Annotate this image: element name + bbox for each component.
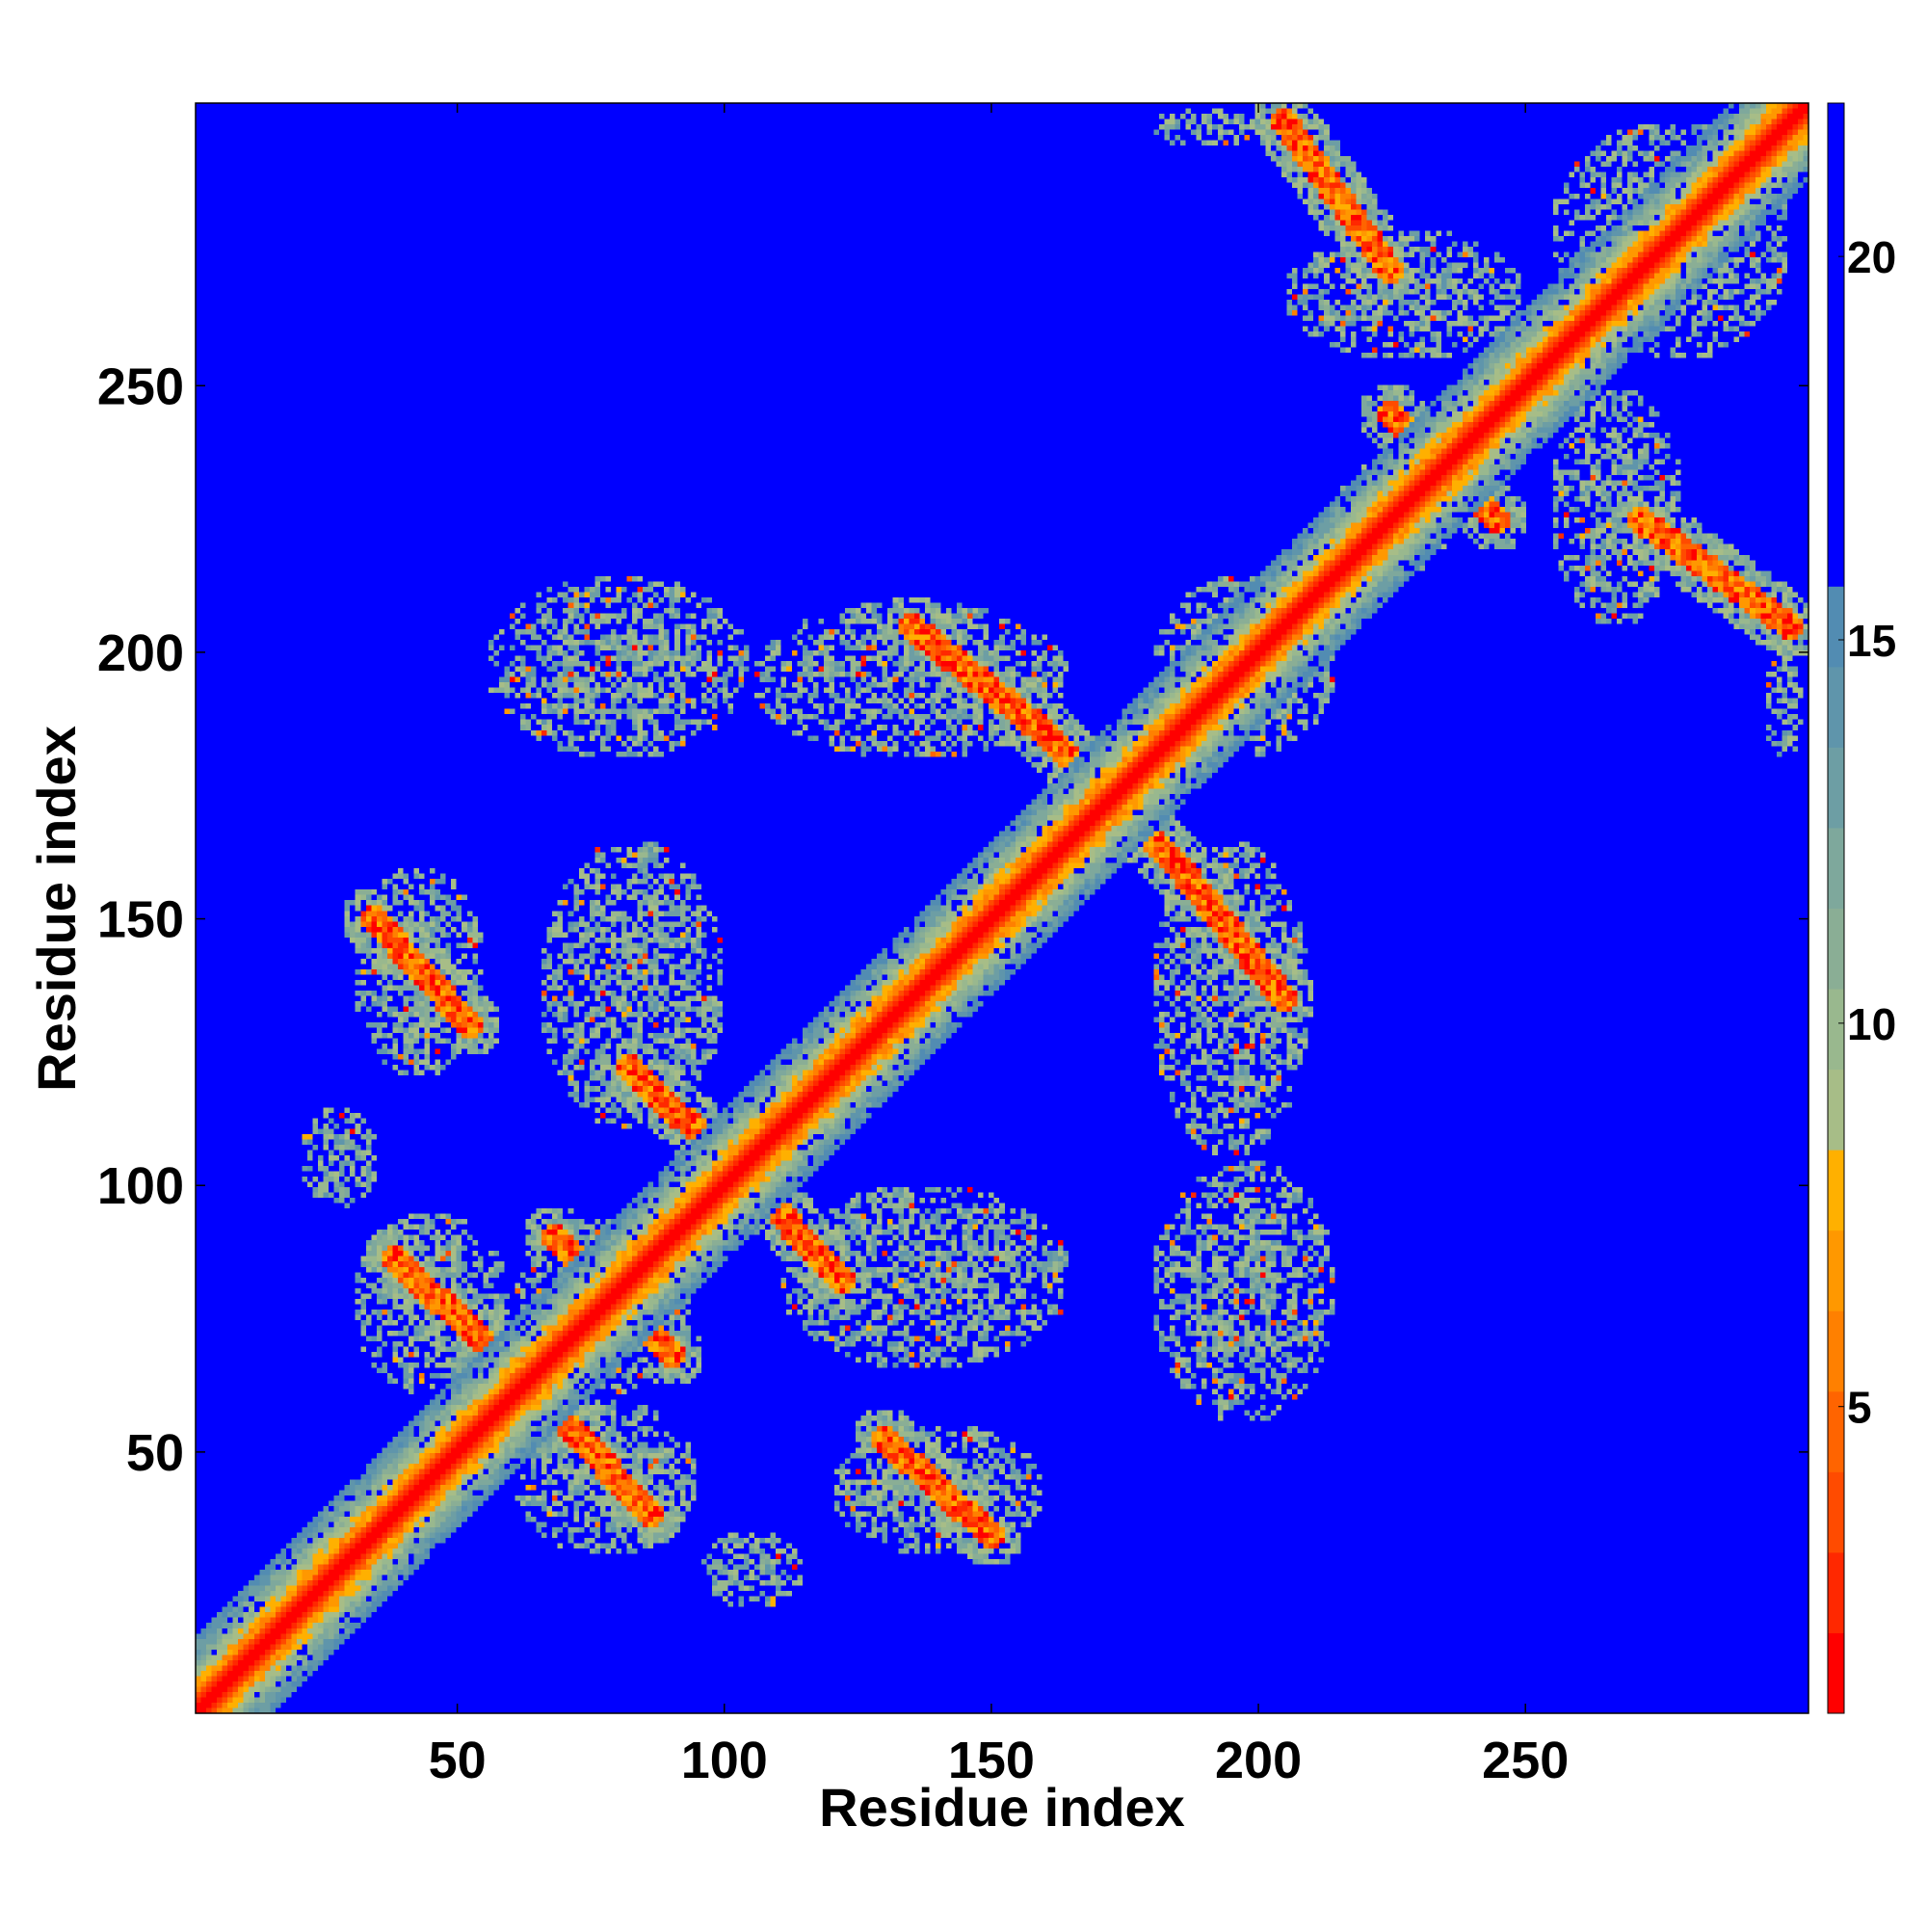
colorbar-segment: [1828, 1069, 1844, 1151]
colorbar: 5 10 15 20: [1827, 102, 1896, 1714]
colorbar-tick-label: 15: [1847, 616, 1896, 666]
colorbar-tick-label: 5: [1847, 1383, 1872, 1433]
plot-frame: [195, 102, 1809, 1714]
colorbar-tick-label: 20: [1847, 232, 1896, 282]
x-tick-label: 50: [429, 1732, 487, 1789]
colorbar-segment: [1828, 1632, 1844, 1714]
y-axis-label: Residue index: [26, 726, 87, 1092]
x-tick-label: 100: [681, 1732, 768, 1789]
heatmap-image: [196, 103, 1808, 1713]
colorbar-segment: [1828, 747, 1844, 829]
colorbar-segment: [1828, 1471, 1844, 1553]
colorbar-segment: [1828, 1230, 1844, 1311]
y-tick-label: 250: [97, 357, 184, 415]
y-tick-label: 150: [97, 891, 184, 949]
colorbar-segment: [1828, 908, 1844, 990]
colorbar-tick-label: 10: [1847, 999, 1896, 1049]
axes: 50 100 150 200 250 50 100 150 200 250: [97, 102, 1809, 1789]
colorbar-segment: [1828, 666, 1844, 748]
x-tick-label: 150: [948, 1732, 1035, 1789]
colorbar-segment: [1828, 586, 1844, 668]
x-tick-label: 200: [1215, 1732, 1302, 1789]
colorbar-segment: [1828, 1150, 1844, 1231]
colorbar-segment: [1828, 1310, 1844, 1392]
colorbar-frame: [1827, 102, 1845, 1714]
colorbar-segment: [1828, 103, 1844, 587]
colorbar-segment: [1828, 827, 1844, 909]
heatmap-plot-area: [196, 103, 1808, 1713]
colorbar-segment: [1828, 989, 1844, 1071]
y-tick-label: 100: [97, 1157, 184, 1215]
y-tick-label: 50: [126, 1424, 184, 1482]
colorbar-segment: [1828, 1390, 1844, 1472]
y-tick-label: 200: [97, 624, 184, 682]
colorbar-segment: [1828, 1551, 1844, 1633]
x-axis-label: Residue index: [819, 1777, 1185, 1838]
x-tick-label: 250: [1482, 1732, 1569, 1789]
